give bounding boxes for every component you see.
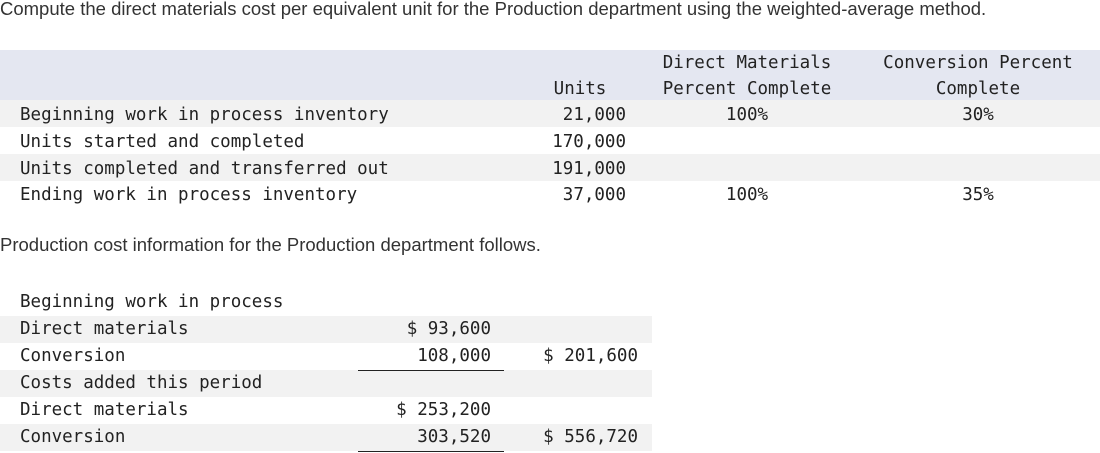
subtotal-underline xyxy=(358,370,504,371)
conv-percent-header-line2: Complete xyxy=(935,79,1021,99)
units-table-header xyxy=(0,50,1100,100)
table-row xyxy=(0,181,1100,208)
row-units: 37,000 xyxy=(562,185,626,205)
cost-row-label: Conversion xyxy=(20,427,126,447)
dm-percent-header-line1: Direct Materials xyxy=(662,53,832,73)
row-label: Units started and completed xyxy=(20,132,305,152)
row-label: Ending work in process inventory xyxy=(20,185,358,205)
row-units: 170,000 xyxy=(552,132,626,152)
cost-intro-text: Production cost information for the Prod… xyxy=(0,234,541,255)
units-table: Units Direct Materials Percent Complete … xyxy=(0,50,1100,209)
table-row xyxy=(0,343,652,370)
table-row xyxy=(0,288,652,315)
table-row xyxy=(0,127,1100,154)
cost-amount: $ 253,200 xyxy=(396,400,491,420)
cost-row-label: Costs added this period xyxy=(20,373,263,393)
cost-row-label: Conversion xyxy=(20,346,126,366)
units-column-header: Units xyxy=(553,79,607,99)
cost-row-label: Direct materials xyxy=(20,319,189,339)
row-dm-percent: 100% xyxy=(725,185,769,205)
cost-row-label: Beginning work in process xyxy=(20,292,284,312)
subtotal-underline xyxy=(358,451,504,452)
table-row xyxy=(0,397,652,424)
table-row xyxy=(0,316,652,343)
table-row xyxy=(0,154,1100,181)
row-label: Units completed and transferred out xyxy=(20,159,389,179)
row-dm-percent: 100% xyxy=(725,105,769,125)
table-row xyxy=(0,100,1100,127)
dm-percent-header-line2: Percent Complete xyxy=(662,79,832,99)
row-conv-percent: 35% xyxy=(962,185,994,205)
cost-amount: $ 93,600 xyxy=(406,319,491,339)
cost-amount: 303,520 xyxy=(417,427,491,447)
row-label: Beginning work in process inventory xyxy=(20,105,389,125)
cost-total: $ 556,720 xyxy=(543,427,638,447)
cost-row-label: Direct materials xyxy=(20,400,189,420)
question-text: Compute the direct materials cost per eq… xyxy=(0,0,987,19)
row-conv-percent: 30% xyxy=(962,105,994,125)
row-units: 191,000 xyxy=(552,159,626,179)
cost-total: $ 201,600 xyxy=(543,346,638,366)
conv-percent-header-line1: Conversion Percent xyxy=(883,53,1073,73)
row-units: 21,000 xyxy=(562,105,626,125)
table-row xyxy=(0,370,652,397)
cost-amount: 108,000 xyxy=(417,346,491,366)
table-row xyxy=(0,424,652,451)
